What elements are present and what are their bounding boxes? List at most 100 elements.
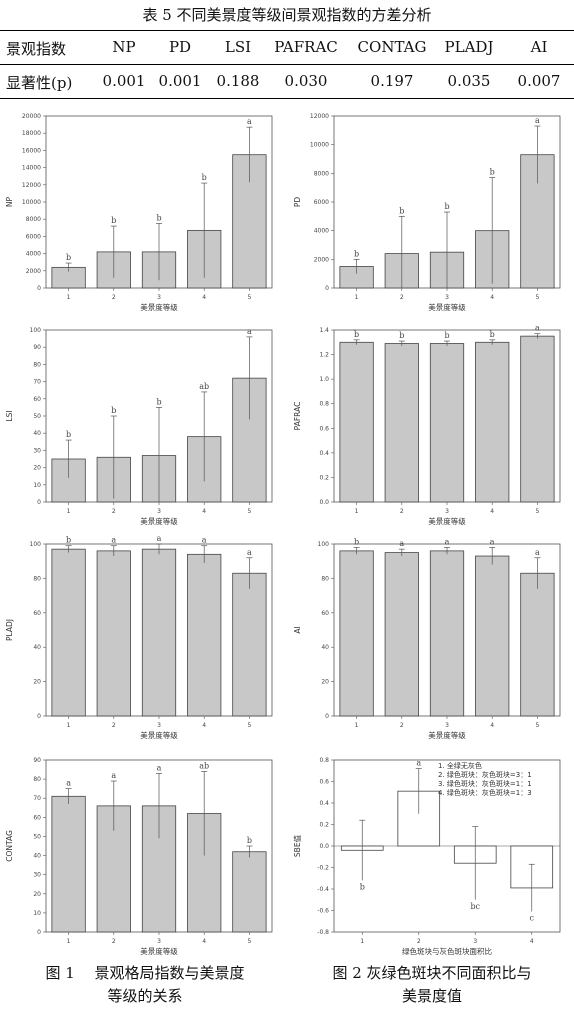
y-tick-label: 0.8 <box>319 401 329 408</box>
y-tick-label: 50 <box>33 413 41 420</box>
x-tick-label: 4 <box>202 508 206 515</box>
y-tick-label: 20 <box>33 679 41 686</box>
x-tick-label: 4 <box>202 722 206 729</box>
table-cell: 0.035 <box>447 72 491 90</box>
significance-letter: a <box>445 537 450 546</box>
x-tick-label: 4 <box>490 294 494 301</box>
table-header-rule <box>0 64 574 65</box>
significance-letter: ab <box>199 761 209 770</box>
x-tick-label: 5 <box>247 722 251 729</box>
significance-letter: b <box>354 330 359 339</box>
bar <box>51 795 86 933</box>
figure-1-caption-line: 等级的关系 <box>107 987 183 1005</box>
y-tick-label: 12000 <box>310 113 329 120</box>
y-tick-label: 40 <box>321 644 329 651</box>
table-cell: 0.001 <box>102 72 146 90</box>
y-tick-label: -0.4 <box>317 886 329 893</box>
y-tick-label: 100 <box>30 327 42 334</box>
bar <box>429 550 465 717</box>
figure-2-caption-line: 美景度值 <box>401 987 462 1005</box>
x-tick-label: 3 <box>157 722 161 729</box>
y-tick-label: 8000 <box>314 170 329 177</box>
y-tick-label: 60 <box>33 610 41 617</box>
x-tick-label: 3 <box>157 294 161 301</box>
x-tick-label: 2 <box>112 508 116 515</box>
x-tick-label: 3 <box>473 938 477 945</box>
significance-letter: c <box>530 914 535 923</box>
y-tick-label: 80 <box>33 361 41 368</box>
y-tick-label: 10 <box>33 910 41 917</box>
significance-letter: b <box>247 836 252 845</box>
y-axis-label: LSI <box>5 410 14 421</box>
y-tick-label: 0 <box>37 713 41 720</box>
y-tick-label: 0 <box>37 499 41 506</box>
pd-chart-svg: 0 2000 4000 6000 8000 10000 12000 b 1 b 2 b 3 b 4 a 5 美景度… <box>293 113 561 312</box>
figure-1-caption-line: 图 1 景观格局指数与美景度 <box>45 964 245 982</box>
significance-letter: b <box>156 214 161 223</box>
lsi-chart-svg: 0 10 20 30 40 50 60 70 80 90 100 b 1 b 2 b 3 ab 4 a 5 美景度等级 LS… <box>5 327 273 526</box>
y-tick-label: 20000 <box>22 113 41 120</box>
y-tick-label: 1.0 <box>319 376 329 383</box>
pafrac-chart-svg: 0.0 0.2 0.4 0.6 0.8 1.0 1.2 1.4 b 1 b 2 b 3 b 4 a 5 美景度等级 P… <box>293 324 561 526</box>
significance-letter: b <box>490 168 495 177</box>
bar <box>141 548 177 717</box>
bar <box>520 572 555 717</box>
figure-2-caption: 图 2 灰绿色斑块不同面积比与 美景度值 <box>290 962 574 1008</box>
y-tick-label: 0.0 <box>319 499 329 506</box>
x-tick-label: 2 <box>400 722 404 729</box>
x-tick-label: 1 <box>360 938 364 945</box>
x-tick-label: 4 <box>530 938 534 945</box>
bar <box>384 343 419 503</box>
y-tick-label: 20 <box>33 891 41 898</box>
x-tick-label: 4 <box>490 508 494 515</box>
bar <box>339 341 374 503</box>
y-tick-label: 30 <box>33 447 41 454</box>
y-tick-label: 4000 <box>26 251 41 258</box>
bar <box>520 335 555 503</box>
x-tick-label: 3 <box>445 294 449 301</box>
x-tick-label: 1 <box>67 722 71 729</box>
y-tick-label: 30 <box>33 872 41 879</box>
significance-letter: b <box>444 331 449 340</box>
x-axis-label: 美景度等级 <box>428 302 466 312</box>
y-tick-label: 50 <box>33 833 41 840</box>
bar <box>232 572 267 717</box>
significance-letter: a <box>247 117 252 126</box>
bar <box>51 548 86 717</box>
bar <box>232 851 267 933</box>
bar <box>475 341 510 503</box>
x-tick-label: 2 <box>112 938 116 945</box>
pladj-chart: 0 20 40 60 80 100 b 1 a 2 a 3 a 4 a 5 美景度等级 PLADJ <box>2 534 282 746</box>
significance-letter: a <box>490 537 495 546</box>
y-tick-label: 12000 <box>22 182 41 189</box>
y-tick-label: 6000 <box>314 199 329 206</box>
y-tick-label: 100 <box>318 541 330 548</box>
table-header-cell: LSI <box>224 38 252 56</box>
table-cell: 0.197 <box>370 72 414 90</box>
y-tick-label: 80 <box>33 776 41 783</box>
y-tick-label: 40 <box>33 430 41 437</box>
y-axis-label: PLADJ <box>5 619 14 641</box>
x-axis-label: 美景度等级 <box>140 516 178 526</box>
ai-chart: 0 20 40 60 80 100 b 1 a 2 a 3 a 4 a 5 美景度等级 AI <box>290 536 570 746</box>
x-axis-label: 美景度等级 <box>140 730 178 740</box>
significance-letter: a <box>157 534 162 543</box>
y-tick-label: 0.4 <box>319 450 329 457</box>
y-tick-label: 20 <box>321 679 329 686</box>
bar <box>96 550 131 717</box>
y-tick-label: 6000 <box>26 233 41 240</box>
x-tick-label: 3 <box>157 938 161 945</box>
figure-1-caption: 图 1 景观格局指数与美景度 等级的关系 <box>0 962 290 1008</box>
table-header-cell: PLADJ <box>444 38 494 56</box>
pladj-chart-svg: 0 20 40 60 80 100 b 1 a 2 a 3 a 4 a 5 美景度等级 PLADJ <box>5 534 273 740</box>
figure-2-caption-line: 图 2 灰绿色斑块不同面积比与 <box>332 964 532 982</box>
y-tick-label: 10 <box>33 482 41 489</box>
x-tick-label: 1 <box>355 508 359 515</box>
y-tick-label: -0.6 <box>317 908 329 915</box>
y-tick-label: -0.8 <box>317 929 329 936</box>
significance-letter: a <box>535 548 540 557</box>
significance-letter: b <box>111 216 116 225</box>
x-tick-label: 5 <box>535 508 539 515</box>
x-tick-label: 4 <box>202 938 206 945</box>
legend-entry: 4. 绿色斑块：灰色斑块=1：3 <box>438 788 532 797</box>
